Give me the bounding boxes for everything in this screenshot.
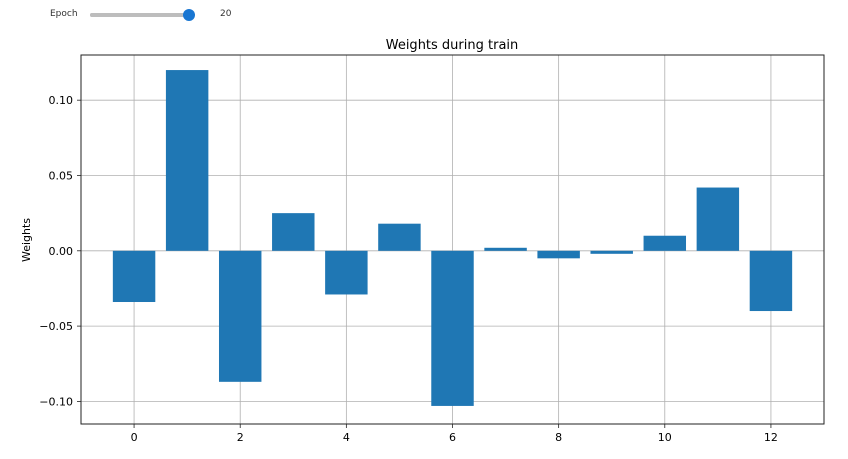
epoch-slider-thumb[interactable] xyxy=(183,9,195,21)
x-tick-label: 6 xyxy=(449,431,456,444)
x-tick-label: 10 xyxy=(658,431,672,444)
bar-5 xyxy=(378,223,421,251)
bar-3 xyxy=(272,213,315,251)
epoch-slider-row: Epoch 20 xyxy=(0,0,300,30)
y-tick-label: −0.05 xyxy=(39,320,73,333)
x-tick-label: 8 xyxy=(555,431,562,444)
chart-title: Weights during train xyxy=(386,38,519,53)
y-tick-label: 0.00 xyxy=(49,245,74,258)
x-tick-label: 4 xyxy=(343,431,350,444)
x-tick-label: 12 xyxy=(764,431,778,444)
bar-8 xyxy=(537,250,580,259)
epoch-slider-track[interactable] xyxy=(90,9,195,21)
epoch-slider-fill xyxy=(90,13,189,17)
bar-0 xyxy=(112,250,156,303)
epoch-slider-value: 20 xyxy=(220,9,232,19)
bar-1 xyxy=(165,70,209,251)
bar-7 xyxy=(484,247,527,251)
y-axis-ticks: 0.10 0.05 0.00 −0.05 −0.10 xyxy=(39,94,81,408)
x-tick-label: 2 xyxy=(237,431,244,444)
y-tick-label: 0.05 xyxy=(49,169,74,182)
bar-9 xyxy=(590,250,633,254)
x-axis-ticks: 0 2 4 6 8 10 12 xyxy=(131,424,778,444)
bars xyxy=(112,70,793,406)
epoch-slider-label: Epoch xyxy=(50,9,78,19)
y-tick-label: 0.10 xyxy=(49,94,74,107)
bar-4 xyxy=(325,250,368,295)
bar-11 xyxy=(696,187,740,251)
bar-12 xyxy=(749,250,793,312)
x-tick-label: 0 xyxy=(131,431,138,444)
bar-10 xyxy=(643,235,687,251)
y-tick-label: −0.10 xyxy=(39,395,73,408)
bar-2 xyxy=(218,250,262,382)
bar-6 xyxy=(431,250,474,406)
y-axis-label: Weights xyxy=(20,218,33,262)
